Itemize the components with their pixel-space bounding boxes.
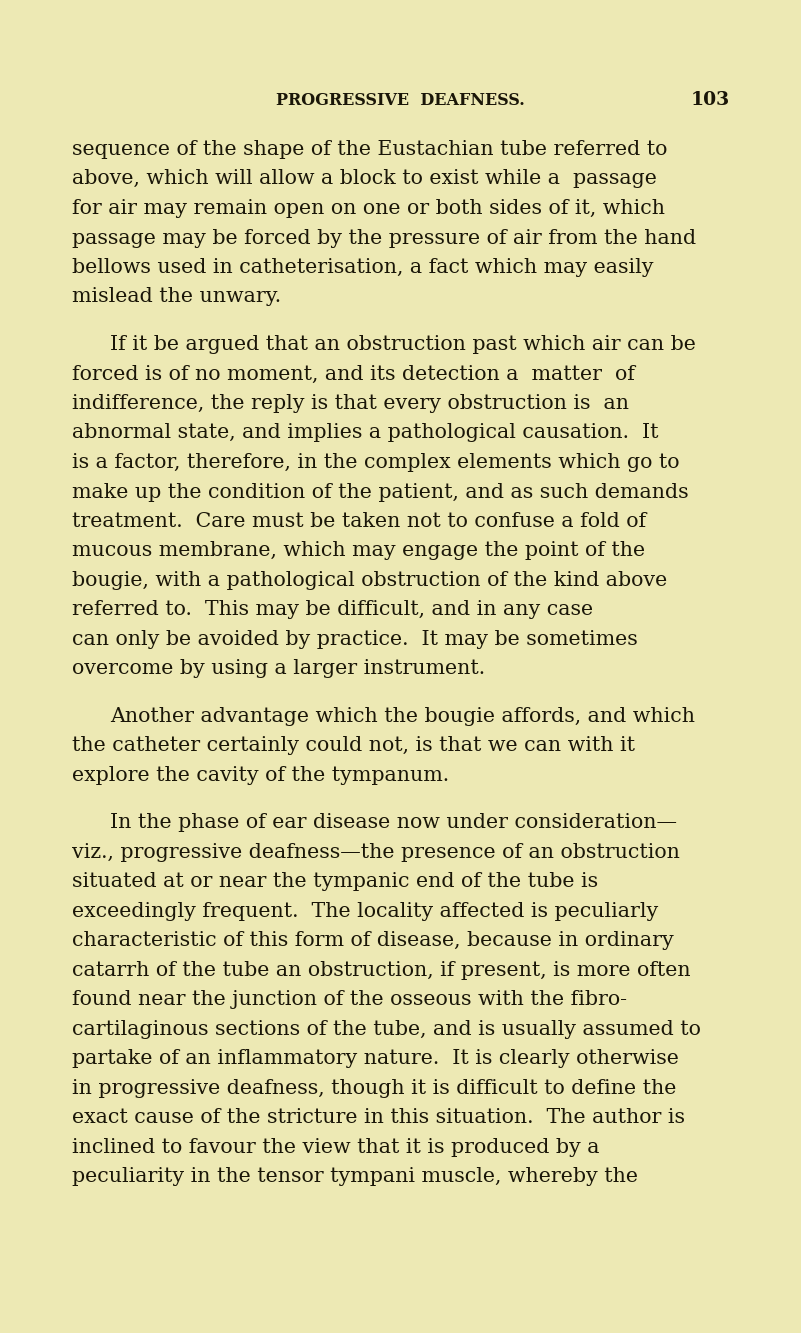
Text: In the phase of ear disease now under consideration—: In the phase of ear disease now under co… [110, 813, 677, 833]
Text: indifference, the reply is that every obstruction is  an: indifference, the reply is that every ob… [72, 395, 629, 413]
Text: peculiarity in the tensor tympani muscle, whereby the: peculiarity in the tensor tympani muscle… [72, 1168, 638, 1186]
Text: overcome by using a larger instrument.: overcome by using a larger instrument. [72, 660, 485, 678]
Text: 103: 103 [690, 91, 730, 109]
Text: for air may remain open on one or both sides of it, which: for air may remain open on one or both s… [72, 199, 665, 219]
Text: inclined to favour the view that it is produced by a: inclined to favour the view that it is p… [72, 1138, 599, 1157]
Text: partake of an inflammatory nature.  It is clearly otherwise: partake of an inflammatory nature. It is… [72, 1049, 679, 1069]
Text: in progressive deafness, though it is difficult to define the: in progressive deafness, though it is di… [72, 1078, 676, 1098]
Text: cartilaginous sections of the tube, and is usually assumed to: cartilaginous sections of the tube, and … [72, 1020, 701, 1038]
Text: can only be avoided by practice.  It may be sometimes: can only be avoided by practice. It may … [72, 631, 638, 649]
Text: found near the junction of the osseous with the fibro-: found near the junction of the osseous w… [72, 990, 627, 1009]
Text: mislead the unwary.: mislead the unwary. [72, 288, 281, 307]
Text: referred to.  This may be difficult, and in any case: referred to. This may be difficult, and … [72, 600, 593, 620]
Text: above, which will allow a block to exist while a  passage: above, which will allow a block to exist… [72, 169, 657, 188]
Text: passage may be forced by the pressure of air from the hand: passage may be forced by the pressure of… [72, 228, 696, 248]
Text: If it be argued that an obstruction past which air can be: If it be argued that an obstruction past… [110, 335, 696, 355]
Text: mucous membrane, which may engage the point of the: mucous membrane, which may engage the po… [72, 541, 645, 560]
Text: is a factor, therefore, in the complex elements which go to: is a factor, therefore, in the complex e… [72, 453, 679, 472]
Text: Another advantage which the bougie affords, and which: Another advantage which the bougie affor… [110, 706, 695, 726]
Text: make up the condition of the patient, and as such demands: make up the condition of the patient, an… [72, 483, 689, 501]
Text: the catheter certainly could not, is that we can with it: the catheter certainly could not, is tha… [72, 737, 635, 756]
Text: abnormal state, and implies a pathological causation.  It: abnormal state, and implies a pathologic… [72, 424, 658, 443]
Text: sequence of the shape of the Eustachian tube referred to: sequence of the shape of the Eustachian … [72, 140, 667, 159]
Text: PROGRESSIVE  DEAFNESS.: PROGRESSIVE DEAFNESS. [276, 92, 525, 109]
Text: treatment.  Care must be taken not to confuse a fold of: treatment. Care must be taken not to con… [72, 512, 646, 531]
Text: viz., progressive deafness—the presence of an obstruction: viz., progressive deafness—the presence … [72, 842, 680, 862]
Text: exact cause of the stricture in this situation.  The author is: exact cause of the stricture in this sit… [72, 1109, 685, 1128]
Text: bougie, with a pathological obstruction of the kind above: bougie, with a pathological obstruction … [72, 571, 667, 591]
Text: situated at or near the tympanic end of the tube is: situated at or near the tympanic end of … [72, 873, 598, 892]
Text: forced is of no moment, and its detection a  matter  of: forced is of no moment, and its detectio… [72, 364, 635, 384]
Text: bellows used in catheterisation, a fact which may easily: bellows used in catheterisation, a fact … [72, 259, 654, 277]
Text: catarrh of the tube an obstruction, if present, is more often: catarrh of the tube an obstruction, if p… [72, 961, 690, 980]
Text: exceedingly frequent.  The locality affected is peculiarly: exceedingly frequent. The locality affec… [72, 902, 658, 921]
Text: characteristic of this form of disease, because in ordinary: characteristic of this form of disease, … [72, 932, 674, 950]
Text: explore the cavity of the tympanum.: explore the cavity of the tympanum. [72, 766, 449, 785]
